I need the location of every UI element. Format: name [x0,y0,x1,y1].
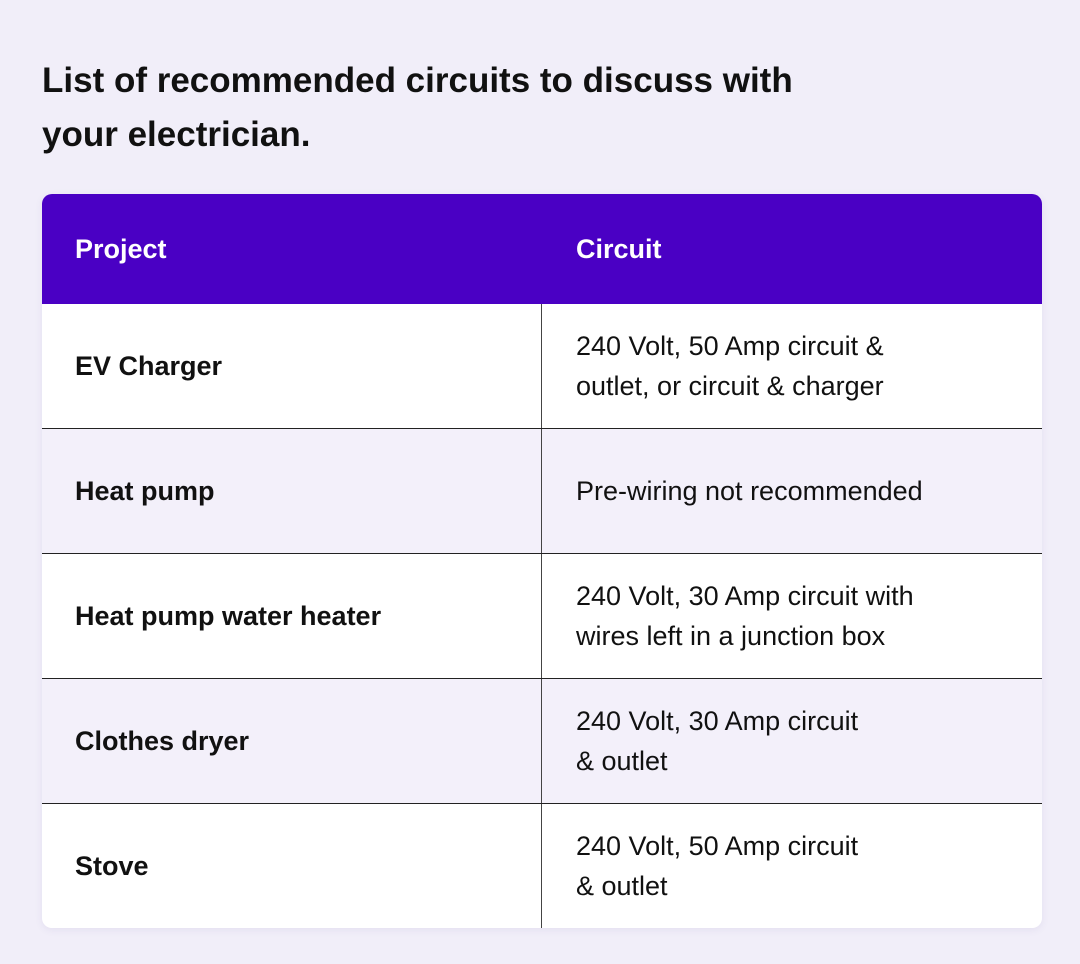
header-circuit: Circuit [576,233,662,264]
table-row: EV Charger 240 Volt, 50 Amp circuit & out… [42,304,1042,428]
circuit-cell: 240 Volt, 30 Amp circuit & outlet [576,706,859,776]
page-title: List of recommended circuits to discuss … [42,61,793,154]
circuit-cell: Pre-wiring not recommended [576,476,923,506]
circuits-table: Project Circuit EV Charger 240 Volt, 50 A… [42,194,1042,928]
table-row: Heat pump Pre-wiring not recommended [42,428,1042,553]
project-cell: Clothes dryer [42,679,542,803]
circuit-cell: 240 Volt, 30 Amp circuit with wires left… [576,581,914,651]
project-cell: Stove [42,804,542,928]
table-header: Project Circuit [42,194,1042,304]
header-project: Project [75,233,167,264]
table-row: Stove 240 Volt, 50 Amp circuit & outlet [42,803,1042,928]
circuit-cell: 240 Volt, 50 Amp circuit & outlet [576,831,859,901]
table-row: Clothes dryer 240 Volt, 30 Amp circuit & … [42,678,1042,803]
table-row: Heat pump water heater 240 Volt, 30 Amp c… [42,553,1042,678]
circuit-cell: 240 Volt, 50 Amp circuit & outlet, or ci… [576,331,884,401]
project-cell: EV Charger [42,304,542,428]
project-cell: Heat pump [42,429,542,553]
project-cell: Heat pump water heater [42,554,542,678]
